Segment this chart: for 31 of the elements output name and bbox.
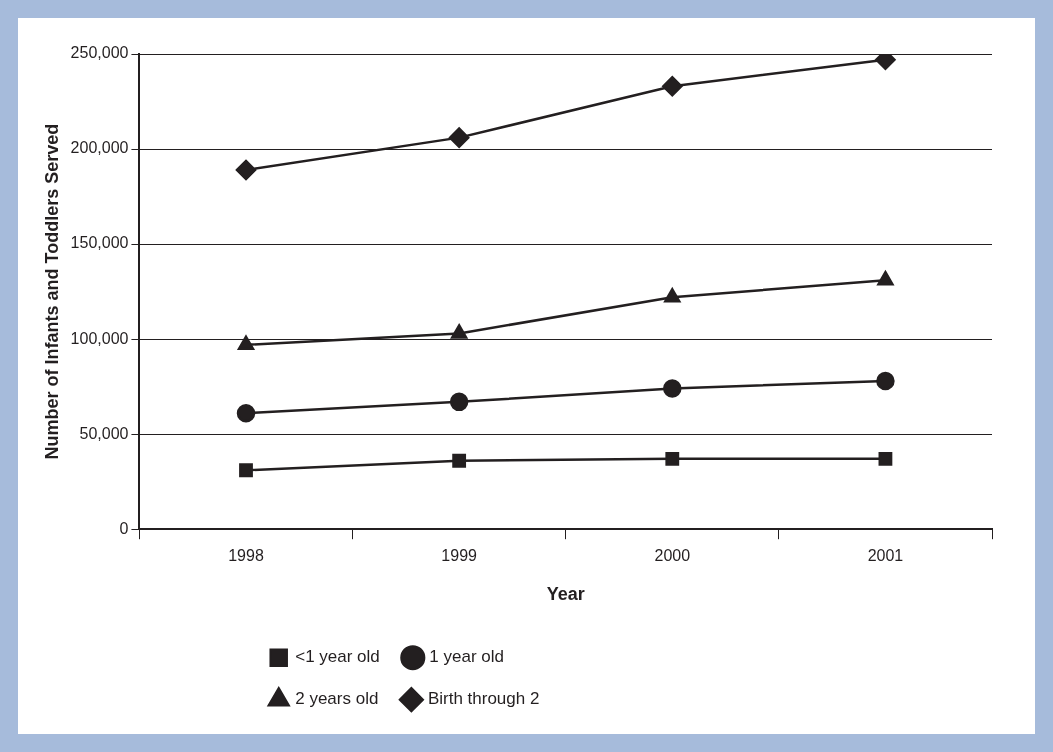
y-tick-label: 150,000 — [70, 234, 129, 252]
x-tick-label: 1999 — [441, 547, 478, 565]
legend-label: <1 year old — [295, 647, 380, 667]
x-tick-label: 1998 — [228, 547, 264, 565]
point — [236, 404, 256, 423]
point — [452, 453, 467, 468]
point — [450, 324, 468, 339]
point — [239, 463, 253, 478]
point — [448, 127, 470, 148]
point — [235, 159, 257, 181]
point — [237, 335, 255, 351]
x-axis-title: Year — [546, 584, 585, 605]
legend-label: 2 years old — [295, 689, 379, 709]
point — [878, 451, 893, 466]
point — [449, 392, 469, 412]
y-tick-label: 0 — [119, 519, 129, 537]
point — [877, 270, 894, 286]
y-tick-label: 250,000 — [70, 44, 129, 62]
y-tick-label: 200,000 — [70, 139, 129, 157]
y-tick-label: 50,000 — [79, 424, 129, 442]
legend-label: 1 year old — [429, 647, 504, 667]
point — [664, 288, 681, 303]
point — [876, 371, 895, 391]
y-tick-label: 100,000 — [70, 329, 129, 347]
x-tick-label: 2000 — [654, 547, 691, 565]
point — [662, 76, 683, 97]
y-axis-title: Number of Infants and Toddlers Served — [41, 123, 62, 460]
x-tick-label: 2001 — [867, 547, 904, 565]
point — [663, 379, 682, 398]
point — [665, 451, 680, 466]
legend-label: Birth through 2 — [427, 689, 540, 709]
